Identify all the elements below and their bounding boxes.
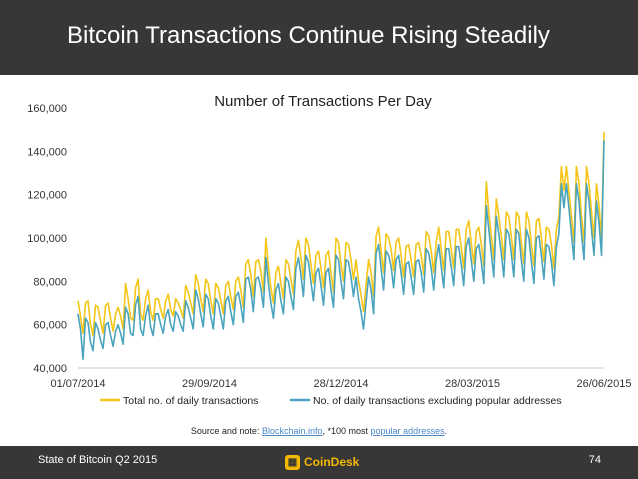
coindesk-logo-icon: ▦ [285, 454, 300, 470]
y-tick-label: 120,000 [27, 190, 67, 202]
series-line-1 [77, 131, 605, 337]
note-prefix: Source and note: [190, 426, 262, 436]
x-tick-label: 28/12/2014 [313, 378, 368, 390]
legend-label-2: No. of daily transactions excluding popu… [313, 395, 562, 407]
y-tick-label: 160,000 [27, 103, 67, 115]
source-note: Source and note: Blockchain.info, *100 m… [0, 426, 638, 436]
chart-title: Number of Transactions Per Day [214, 93, 432, 110]
y-tick-label: 100,000 [27, 233, 67, 245]
page-number: 74 [588, 454, 601, 466]
legend-label-1: Total no. of daily transactions [123, 395, 258, 407]
series-line-2 [77, 140, 605, 361]
line-chart: Number of Transactions Per Day 40,000 60,0… [27, 93, 631, 407]
y-tick-label: 80,000 [33, 276, 67, 288]
x-tick-label: 29/09/2014 [182, 378, 237, 390]
slide-title: Bitcoin Transactions Continue Rising Ste… [67, 22, 550, 49]
brand-name: CoinDesk [304, 455, 360, 469]
chart-layer: Number of Transactions Per Day 40,000 60,0… [27, 93, 631, 407]
note-suffix: . [444, 426, 448, 436]
note-middle: , *100 most [322, 426, 371, 436]
report-name: State of Bitcoin Q2 2015 [38, 454, 158, 466]
x-tick-label: 28/03/2015 [445, 378, 500, 390]
slide-footer: State of Bitcoin Q2 2015 ▦ CoinDesk 74 [0, 446, 638, 479]
y-tick-label: 140,000 [27, 146, 67, 158]
x-tick-label: 01/07/2014 [50, 378, 105, 390]
y-tick-label: 60,000 [33, 320, 67, 332]
x-tick-label: 26/06/2015 [576, 378, 631, 390]
source-link[interactable]: Blockchain.info [261, 426, 323, 436]
brand-logo: ▦ CoinDesk [285, 452, 359, 472]
y-tick-label: 40,000 [33, 363, 67, 375]
popular-addresses-link[interactable]: popular addresses [370, 426, 445, 436]
slide-header: Bitcoin Transactions Continue Rising Ste… [0, 0, 638, 75]
